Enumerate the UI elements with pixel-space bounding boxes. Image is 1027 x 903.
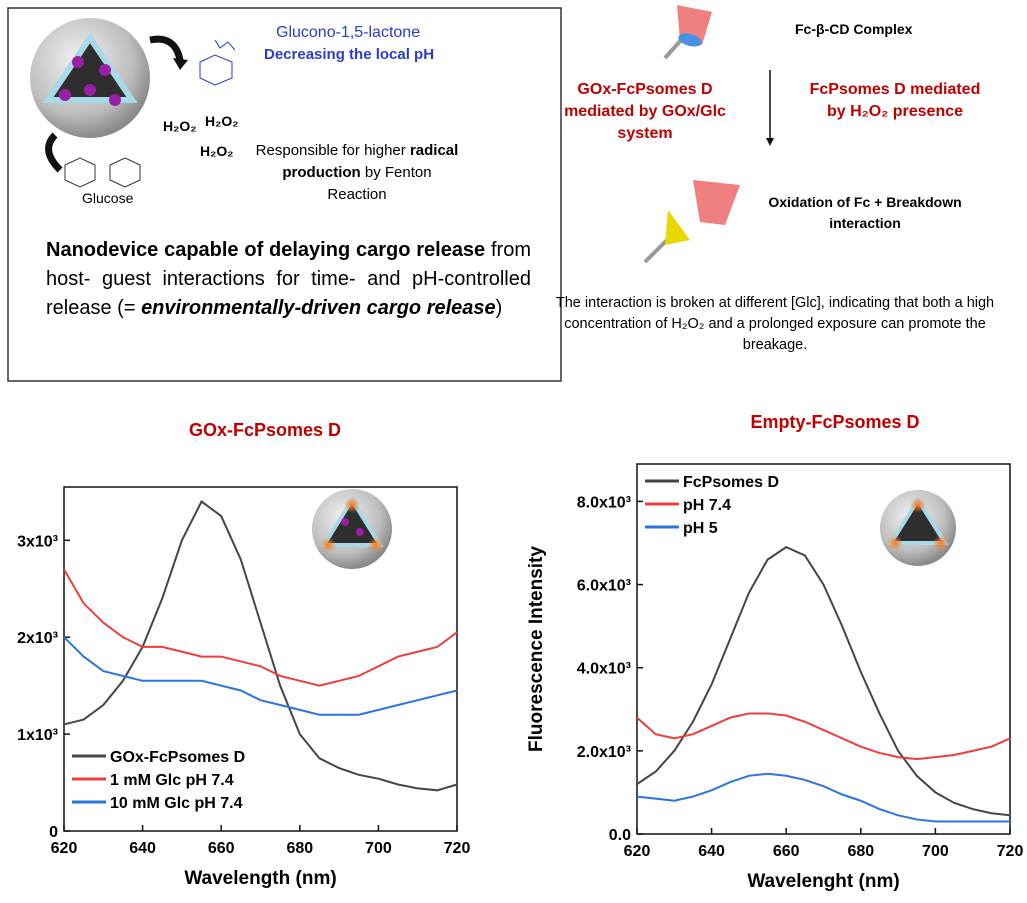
text: Responsible for higher (255, 142, 410, 159)
result-label: Oxidation of Fc + Breakdown interaction (768, 194, 962, 231)
inset-icon (312, 489, 392, 569)
x-tick-label: 720 (997, 843, 1024, 860)
y-axis-label: Fluorescence Intensity (526, 546, 547, 752)
y-tick-label: 8.0x10³ (577, 494, 631, 511)
chart-title: Empty-FcPsomes D (750, 412, 919, 432)
x-tick-label: 640 (698, 843, 725, 860)
inset-icon (880, 490, 956, 566)
arrow (149, 35, 184, 61)
conclusion: Nanodevice capable of delaying cargo rel… (46, 236, 531, 323)
legend-label: FcPsomes D (683, 474, 779, 491)
legend-label: pH 5 (683, 520, 718, 537)
text: radical production (282, 142, 459, 181)
glucose-label: Glucose (82, 190, 134, 206)
h2o2-label: H₂O₂ (205, 113, 239, 129)
legend-label: 1 mM Glc pH 7.4 (110, 772, 234, 789)
x-tick-label: 700 (922, 843, 949, 860)
y-tick-label: 2x10³ (17, 630, 58, 647)
x-tick-label: 720 (444, 840, 471, 857)
complex-icon (663, 5, 712, 60)
y-tick-label: 0.0 (609, 827, 631, 844)
y-tick-label: 6.0x10³ (577, 578, 631, 595)
product-label: Glucono-1,5-lactone (276, 24, 421, 41)
data-line (636, 772, 1010, 823)
x-tick-label: 620 (51, 840, 78, 857)
chart-title: GOx-FcPsomes D (189, 420, 341, 440)
x-tick-label: 660 (773, 843, 800, 860)
data-line (63, 568, 458, 687)
psome-icon (30, 18, 150, 138)
x-axis-label: Wavelenght (nm) (747, 871, 899, 892)
y-tick-label: 0 (49, 824, 58, 841)
left-path: GOx-FcPsomes D mediated by GOx/Glc syste… (564, 81, 726, 142)
data-line (63, 500, 458, 792)
plot-frame (63, 486, 458, 832)
summary-frame (7, 7, 562, 382)
y-tick-label: 2.0x10³ (577, 744, 631, 761)
y-tick-label: 1x10³ (17, 727, 58, 744)
text: ) (495, 297, 503, 319)
text: Nanodevice capable of delaying cargo rel… (46, 239, 486, 261)
legend-label: GOx-FcPsomes D (110, 749, 245, 766)
complex-label: Fc-β-CD Complex (795, 21, 913, 37)
legend-label: 10 mM Glc pH 7.4 (110, 795, 243, 812)
x-tick-label: 640 (129, 840, 156, 857)
text: environmentally-driven cargo release (141, 297, 496, 319)
x-tick-label: 680 (847, 843, 874, 860)
text: by Fenton Reaction (327, 164, 432, 203)
ph-label: Decreasing the local pH (264, 46, 435, 63)
oxidized-icon (643, 180, 740, 264)
y-tick-label: 4.0x10³ (577, 661, 631, 678)
x-axis-label: Wavelength (nm) (184, 868, 336, 889)
legend-label: pH 7.4 (683, 497, 731, 514)
radical-note: Responsible for higher radical productio… (252, 140, 462, 206)
x-tick-label: 680 (286, 840, 313, 857)
glucose-structure (64, 157, 141, 188)
data-line (636, 546, 1011, 817)
data-line (63, 636, 458, 716)
plot-frame (636, 463, 1011, 835)
x-tick-label: 700 (365, 840, 392, 857)
arrow (45, 132, 63, 173)
h2o2-label: H₂O₂ (163, 118, 197, 134)
y-tick-label: 3x10³ (17, 533, 58, 550)
text: from host- guest interactions for time- … (46, 239, 531, 319)
lactone-structure (199, 39, 236, 86)
scheme-note: The interaction is broken at different [… (555, 295, 995, 353)
right-path: FcPsomes D mediated by H₂O₂ presence (809, 81, 981, 120)
reaction-arrow-head (766, 138, 774, 146)
x-tick-label: 660 (208, 840, 235, 857)
h2o2-label: H₂O₂ (200, 143, 234, 159)
arrow-head (173, 58, 188, 70)
data-line (636, 712, 1011, 761)
x-tick-label: 620 (624, 843, 651, 860)
